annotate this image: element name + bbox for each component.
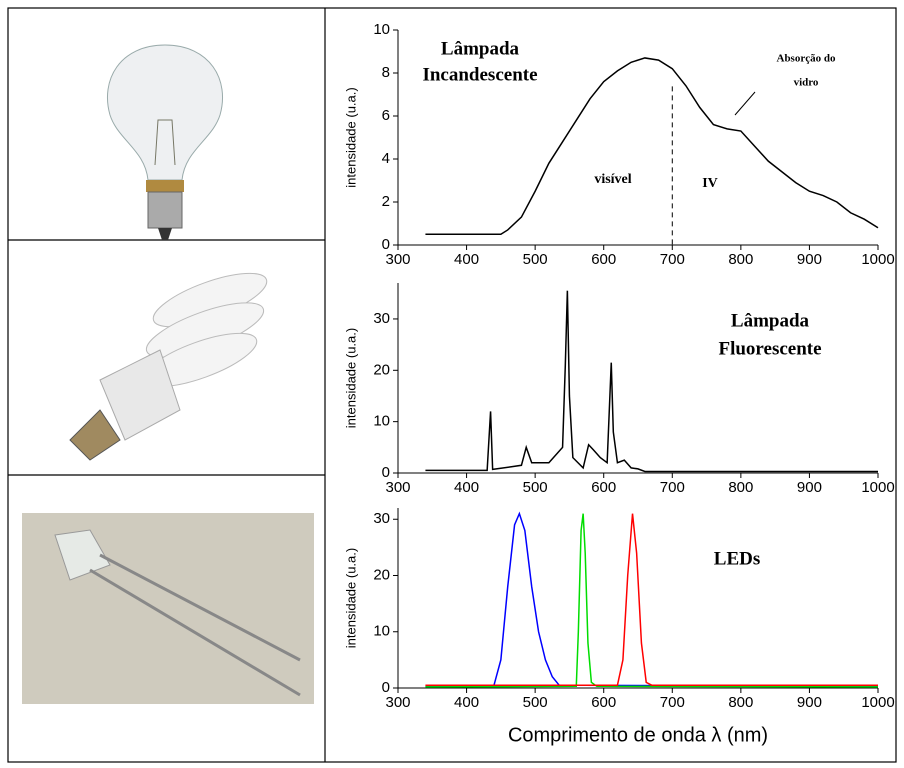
y-axis-label: intensidade (u.a.) <box>343 328 358 428</box>
y-tick-label: 20 <box>373 566 390 583</box>
y-tick-label: 8 <box>382 64 390 81</box>
figure: 02468103004005006007008009001000intensid… <box>0 0 904 763</box>
x-tick-label: 400 <box>454 479 479 496</box>
led-photo <box>22 513 314 704</box>
y-tick-label: 20 <box>373 361 390 378</box>
y-tick-label: 10 <box>373 623 390 640</box>
y-tick-label: 6 <box>382 107 390 124</box>
x-tick-label: 300 <box>385 694 410 711</box>
x-tick-label: 700 <box>660 479 685 496</box>
x-tick-label: 1000 <box>861 479 894 496</box>
annotation: Absorção do <box>777 53 836 65</box>
x-tick-label: 1000 <box>861 694 894 711</box>
y-tick-label: 4 <box>382 150 390 167</box>
x-tick-label: 800 <box>728 694 753 711</box>
x-tick-label: 800 <box>728 479 753 496</box>
fluorescent-bulb <box>70 263 273 460</box>
incandescent-bulb <box>107 45 222 240</box>
x-tick-label: 300 <box>385 479 410 496</box>
y-tick-label: 2 <box>382 193 390 210</box>
x-tick-label: 600 <box>591 694 616 711</box>
y-tick-label: 10 <box>373 413 390 430</box>
annotation: IV <box>702 176 718 191</box>
x-tick-label: 700 <box>660 251 685 268</box>
x-tick-label: 900 <box>797 479 822 496</box>
x-tick-label: 900 <box>797 251 822 268</box>
chart-title: Lâmpada <box>441 38 520 59</box>
spectrum-line <box>425 514 878 686</box>
x-tick-label: 500 <box>523 694 548 711</box>
y-axis-label: intensidade (u.a.) <box>343 548 358 648</box>
chart-title: Fluorescente <box>718 338 821 359</box>
chart-title: Lâmpada <box>731 310 810 331</box>
y-tick-label: 30 <box>373 310 390 327</box>
x-tick-label: 500 <box>523 251 548 268</box>
x-tick-label: 900 <box>797 694 822 711</box>
y-tick-label: 10 <box>373 21 390 38</box>
chart-title: LEDs <box>714 548 760 569</box>
x-tick-label: 600 <box>591 479 616 496</box>
spectrum-line <box>425 514 878 687</box>
y-axis-label: intensidade (u.a.) <box>343 87 358 187</box>
x-tick-label: 400 <box>454 694 479 711</box>
spectrum-line <box>425 514 878 687</box>
chart-title: Incandescente <box>422 64 537 85</box>
x-tick-label: 300 <box>385 251 410 268</box>
x-tick-label: 400 <box>454 251 479 268</box>
x-tick-label: 700 <box>660 694 685 711</box>
annotation: vidro <box>794 77 819 89</box>
x-tick-label: 1000 <box>861 251 894 268</box>
annotation: visível <box>594 172 631 187</box>
x-tick-label: 800 <box>728 251 753 268</box>
x-axis-label: Comprimento de onda λ (nm) <box>508 724 768 746</box>
spectrum-line <box>425 291 878 472</box>
annotation-pointer <box>735 92 755 115</box>
y-tick-label: 30 <box>373 510 390 527</box>
x-tick-label: 500 <box>523 479 548 496</box>
x-tick-label: 600 <box>591 251 616 268</box>
